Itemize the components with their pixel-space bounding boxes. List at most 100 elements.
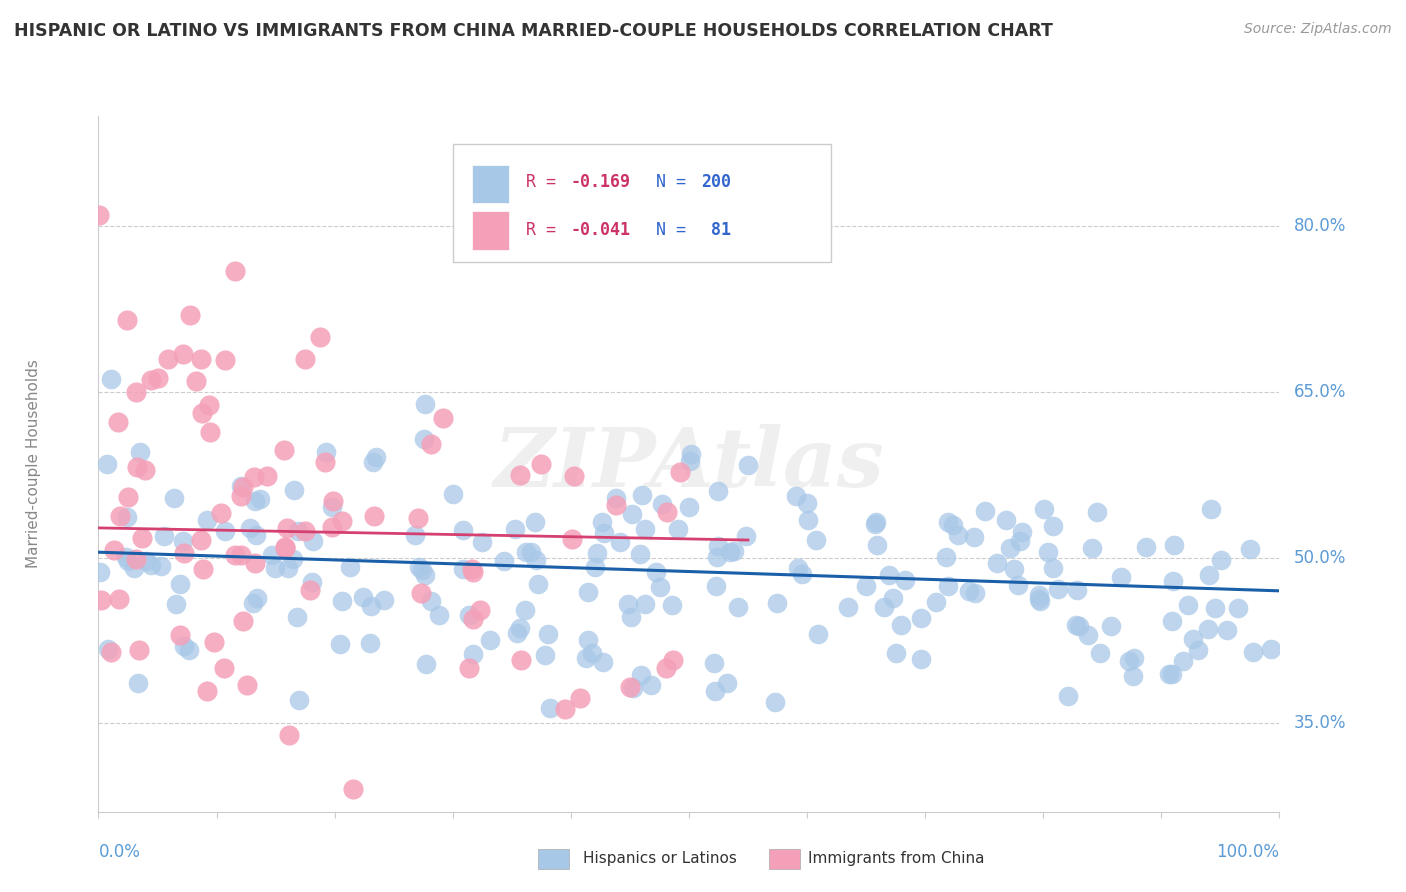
Point (413, 397, 436, 411)
Point (704, 579, 727, 593)
Point (1047, 582, 1070, 597)
Point (863, 517, 886, 532)
Point (202, 635, 225, 649)
Point (1085, 505, 1108, 519)
Point (100, 372, 122, 386)
Point (530, 457, 553, 471)
Point (179, 308, 201, 322)
Point (1135, 540, 1157, 554)
Point (1198, 568, 1220, 582)
Point (790, 567, 813, 582)
Point (586, 546, 609, 560)
Point (523, 515, 546, 529)
Point (458, 661, 481, 675)
Point (1181, 632, 1204, 647)
FancyBboxPatch shape (453, 144, 831, 262)
Point (359, 636, 381, 650)
Point (420, 437, 443, 451)
Point (214, 661, 236, 675)
FancyBboxPatch shape (471, 165, 509, 203)
Point (413, 567, 436, 582)
Point (107, 415, 129, 429)
Point (415, 657, 437, 672)
Point (246, 591, 269, 605)
Point (678, 500, 700, 514)
Point (243, 470, 266, 484)
Point (785, 490, 807, 504)
Point (948, 528, 970, 542)
Point (796, 513, 818, 527)
Text: Married-couple Households: Married-couple Households (25, 359, 41, 568)
Point (97, 642, 120, 657)
Point (562, 468, 585, 483)
Point (681, 447, 703, 461)
Point (411, 563, 433, 577)
Point (766, 597, 789, 611)
Text: Hispanics or Latinos: Hispanics or Latinos (583, 851, 737, 865)
Point (1077, 628, 1099, 642)
Point (634, 522, 657, 536)
Point (156, 351, 179, 366)
Point (117, 490, 139, 504)
Point (1090, 646, 1112, 660)
Point (224, 548, 246, 562)
Point (645, 565, 668, 579)
Text: ZIPAtlas: ZIPAtlas (494, 424, 884, 504)
Point (363, 508, 385, 523)
Point (173, 640, 195, 654)
Point (232, 615, 254, 629)
Point (404, 528, 426, 542)
Point (936, 516, 959, 530)
Point (264, 561, 287, 575)
Point (609, 534, 631, 549)
Point (461, 562, 484, 576)
Point (1042, 518, 1064, 533)
Point (321, 500, 343, 515)
Point (634, 597, 657, 611)
Point (628, 547, 651, 561)
Point (242, 596, 264, 610)
Point (620, 610, 643, 624)
Text: 80.0%: 80.0% (1294, 218, 1346, 235)
Point (209, 506, 232, 520)
Point (245, 527, 267, 541)
Point (890, 617, 912, 632)
Point (837, 600, 859, 615)
Point (1066, 582, 1088, 597)
Text: -0.041: -0.041 (571, 221, 631, 239)
Point (287, 692, 309, 706)
Point (1122, 669, 1144, 683)
Point (224, 263, 246, 277)
Point (1028, 591, 1050, 606)
Point (787, 560, 810, 574)
Point (703, 656, 725, 670)
Point (934, 550, 956, 565)
Point (186, 374, 208, 388)
Point (998, 541, 1021, 555)
Text: 100.0%: 100.0% (1216, 843, 1279, 861)
Point (321, 520, 343, 534)
Point (115, 510, 138, 524)
Point (125, 552, 148, 566)
Point (150, 559, 173, 574)
Point (1036, 545, 1059, 559)
Text: Immigrants from China: Immigrants from China (808, 851, 986, 865)
Point (737, 458, 759, 472)
Point (360, 599, 382, 614)
Point (509, 653, 531, 667)
Point (1066, 617, 1088, 632)
Point (1081, 541, 1104, 555)
Point (198, 425, 221, 439)
Point (509, 622, 531, 636)
Point (1069, 619, 1091, 633)
Point (1197, 623, 1219, 637)
Point (706, 549, 728, 564)
Point (283, 483, 305, 497)
Point (592, 525, 614, 540)
Point (704, 683, 727, 698)
Point (294, 524, 316, 539)
Point (1204, 600, 1226, 615)
Point (441, 487, 464, 501)
Point (1011, 524, 1033, 539)
Point (1216, 624, 1239, 638)
